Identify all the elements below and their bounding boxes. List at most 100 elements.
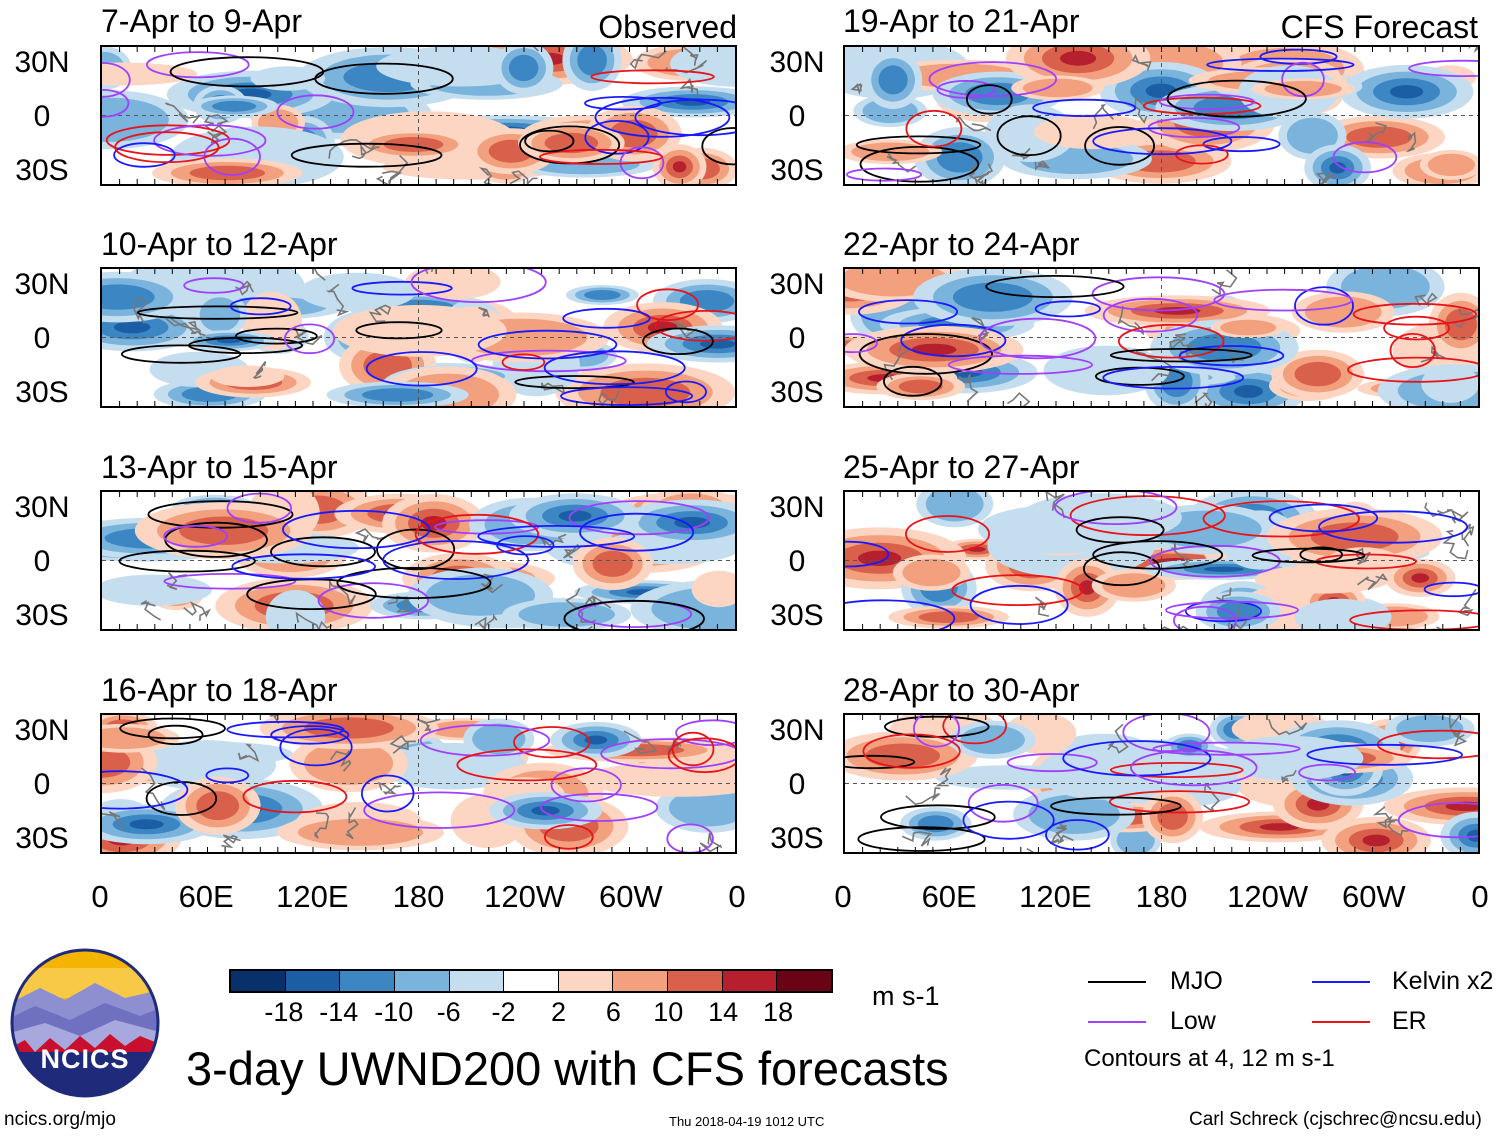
kelvin-contour <box>579 512 695 552</box>
easterly-anomaly-shading <box>558 510 592 522</box>
er-contour <box>513 726 591 759</box>
lon-tick-label-right-4: 180 <box>1135 879 1188 914</box>
er-contour <box>1383 315 1450 341</box>
westerly-anomaly-shading <box>210 365 285 387</box>
legend-line-er <box>1312 1021 1370 1023</box>
kelvin-contour <box>665 380 708 404</box>
easterly-anomaly-shading <box>577 47 607 76</box>
er-contour <box>951 574 1084 606</box>
colorbar-tick-label: -18 <box>264 997 304 1027</box>
coastline <box>974 163 994 184</box>
kelvin-contour <box>1318 510 1469 544</box>
footer-timestamp: Thu 2018-04-19 1012 UTC <box>669 1114 825 1129</box>
easterly-anomaly-shading <box>114 321 151 334</box>
coastline <box>328 138 377 159</box>
colorbar-tick-label: -6 <box>436 997 461 1027</box>
er-contour <box>1202 500 1361 538</box>
easterly-anomaly-shading <box>139 741 293 766</box>
footer-url[interactable]: ncics.org/mjo <box>4 1109 116 1130</box>
kelvin-contour <box>365 351 478 387</box>
westerly-anomaly-shading <box>1034 114 1152 150</box>
lat-tick-label-left-2-3: 30S <box>15 376 69 409</box>
mjo-contour <box>376 528 456 571</box>
lon-tick-label-right-5: 120W <box>1227 879 1309 914</box>
lon-tick-label-left-6: 60W <box>598 879 663 914</box>
coastline <box>1357 573 1389 591</box>
map-panel-left-4 <box>100 713 737 854</box>
coastline <box>221 834 241 849</box>
coastline <box>1414 292 1438 308</box>
colorbar-swatch-3 <box>339 971 394 991</box>
lat-tick-label-right-2-1: 30N <box>769 268 825 301</box>
kelvin-contour <box>279 728 353 767</box>
kelvin-contour <box>584 120 650 155</box>
coastline <box>1450 728 1468 747</box>
westerly-anomaly-shading <box>1362 834 1390 847</box>
logo-text: NCICS <box>40 1044 130 1074</box>
kelvin-contour <box>361 774 415 813</box>
map-panel-right-4 <box>843 713 1480 854</box>
er-contour <box>543 824 594 850</box>
mjo-contour <box>1109 347 1253 363</box>
kelvin-contour <box>270 725 350 745</box>
map-panel-right-1 <box>843 45 1480 186</box>
footer-author: Carl Schreck (cjschrec@ncsu.edu) <box>1189 1109 1482 1130</box>
er-contour <box>414 513 540 555</box>
low-contour <box>363 791 516 829</box>
coastline <box>623 730 658 754</box>
lat-tick-label-left-3-2: 0 <box>33 545 51 578</box>
low-contour <box>936 80 996 99</box>
lat-tick-label-left-1-2: 0 <box>33 100 51 133</box>
lat-tick-label-left-1-3: 30S <box>15 154 69 187</box>
er-contour <box>1352 302 1477 326</box>
low-contour <box>1054 492 1178 525</box>
coastline <box>541 382 566 395</box>
er-contour <box>654 310 735 342</box>
kelvin-contour <box>560 386 694 406</box>
lat-tick-label-right-4-1: 30N <box>769 714 825 747</box>
kelvin-contour <box>1202 136 1281 153</box>
er-contour <box>1108 790 1251 814</box>
low-contour <box>666 823 714 852</box>
low-contour <box>1408 59 1478 77</box>
coastline <box>269 715 280 725</box>
kelvin-contour <box>496 535 555 556</box>
westerly-anomaly-shading <box>1310 522 1399 552</box>
colorbar-swatch-6 <box>503 971 558 991</box>
mjo-contour <box>858 333 993 375</box>
kelvin-contour <box>845 540 890 568</box>
coastline <box>1006 392 1031 406</box>
westerly-anomaly-shading <box>304 741 394 785</box>
coastline <box>133 298 148 324</box>
lon-tick-label-left-7: 0 <box>728 879 746 914</box>
kelvin-contour <box>969 584 1069 625</box>
low-contour <box>1165 600 1299 620</box>
colorbar-swatch-8 <box>612 971 668 991</box>
lat-tick-label-left-1-1: 30N <box>14 46 70 79</box>
easterly-anomaly-shading <box>1421 364 1478 403</box>
kelvin-contour <box>226 720 345 739</box>
coastline <box>971 317 991 342</box>
coastline <box>563 543 581 559</box>
ncics-logo: NCICS <box>10 948 160 1098</box>
easterly-anomaly-shading <box>425 574 535 616</box>
coastline <box>968 164 987 184</box>
low-contour <box>1397 802 1478 839</box>
lon-tick-label-left-1: 0 <box>91 879 109 914</box>
westerly-anomaly-shading <box>1022 78 1093 98</box>
lon-tick-label-left-5: 120W <box>484 879 566 914</box>
low-contour <box>1173 605 1237 629</box>
colorbar-tick-label: 6 <box>605 997 621 1027</box>
map-panel-left-1 <box>100 45 737 186</box>
kelvin-contour <box>900 323 1007 358</box>
colorbar-tick-label: 10 <box>653 997 684 1027</box>
panel-title-right-4: 28-Apr to 30-Apr <box>843 672 1080 708</box>
lat-tick-label-right-2-3: 30S <box>770 376 824 409</box>
coastline <box>673 320 699 338</box>
colorbar-tick-label: -14 <box>319 997 359 1027</box>
coastline <box>295 611 333 629</box>
easterly-anomaly-shading <box>952 282 1033 312</box>
colorbar-tick-label: -2 <box>491 997 516 1027</box>
panel-title-left-4: 16-Apr to 18-Apr <box>101 672 338 708</box>
easterly-anomaly-shading <box>1019 493 1182 542</box>
